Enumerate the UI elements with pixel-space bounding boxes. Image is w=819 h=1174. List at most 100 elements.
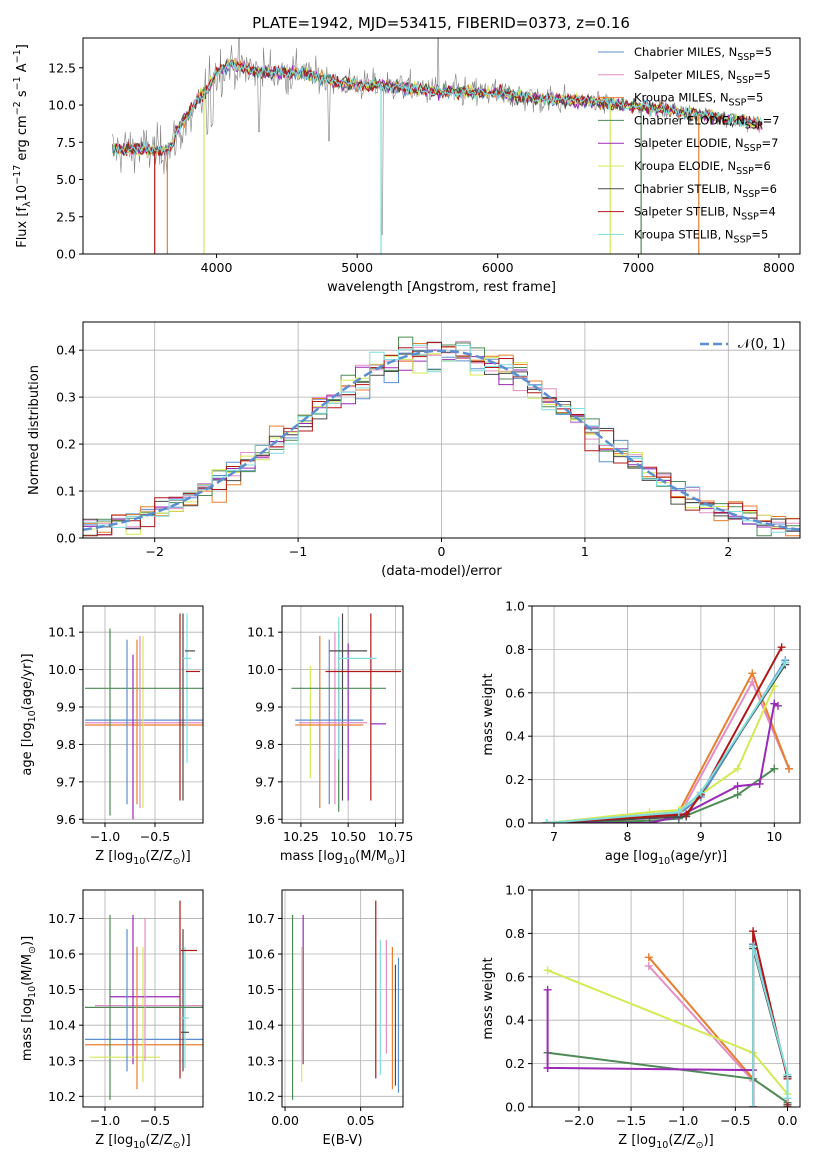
weight-marker-salpeter_stelib: [749, 927, 758, 936]
x-tick-label: 5000: [341, 260, 373, 275]
weight-marker-salpeter_elodie: [645, 819, 654, 823]
weight-marker-kroupa_miles: [748, 669, 757, 678]
label-part: (M/M: [20, 954, 35, 986]
label-part: A: [15, 63, 30, 76]
y-tick-label: 0.8: [505, 642, 525, 657]
plot-area: [83, 336, 800, 537]
weight-line-kroupa_elodie: [547, 969, 789, 1107]
y-tick-label: 0.4: [505, 1013, 525, 1028]
normal-distribution-curve: [83, 349, 800, 532]
label-part: SSP: [736, 75, 754, 86]
weight-marker-kroupa_stelib: [749, 942, 758, 951]
legend-label-chabrier_stelib: Chabrier STELIB, NSSP=6: [634, 182, 777, 200]
label-part: Flux [f: [15, 207, 30, 248]
x-tick-label: 4000: [201, 260, 233, 275]
y-tick-label: 10.3: [247, 1053, 275, 1068]
label-part: Chabrier STELIB, N: [634, 182, 742, 196]
y-tick-label: 10.1: [247, 625, 275, 640]
label-part: (Z/Z: [145, 1133, 172, 1148]
x-axis-label: wavelength [Angstrom, rest frame]: [327, 280, 556, 295]
axes-frame: [281, 605, 404, 824]
weight-marker-kroupa_stelib: [783, 1094, 792, 1103]
y-tick-label: 10.4: [247, 1018, 275, 1033]
label-part: 10: [27, 986, 38, 998]
x-tick-label: 7: [550, 829, 558, 844]
axes-frame: [281, 889, 404, 1108]
y-tick-label: 9.8: [56, 737, 76, 752]
mass-vs-ebv-panel: 0.00 0.05 10.2 10.3 10.4 10.5 10.6 10.7 E(B-V): [247, 889, 404, 1148]
label-part: −1: [12, 49, 23, 63]
residual-histogram-panel: −2 −1 0 1 2 0.0 0.1 0.2 0.3 0.4 (data-model)/error…: [27, 321, 801, 579]
plot-area: [85, 900, 203, 1100]
weight-line-salpeter_stelib: [546, 646, 783, 823]
label-part: 10: [658, 856, 670, 867]
plot-area: [112, 38, 763, 254]
label-part: ⊙: [173, 1140, 181, 1151]
y-tick-label: 0.4: [505, 729, 525, 744]
y-tick-label: 0.0: [56, 247, 76, 262]
spectrum-panel: 4000 5000 6000 7000 8000 0.0 2.5 5.0 7.5 10.0 12.5…: [12, 37, 801, 295]
y-tick-label: 9.7: [56, 774, 76, 789]
label-part: =7: [761, 136, 778, 150]
y-tick-label: 0.2: [505, 1056, 525, 1071]
mass-weight-vs-metallicity-panel: −2.0 −1.5 −1.0 −0.5 0.0 0.0 0.2 0.4 0.6 0.8 1.0 Z […: [481, 883, 801, 1151]
label-part: (age/yr)]: [670, 849, 727, 864]
model-spectrum-salpeter_stelib: [112, 59, 763, 156]
weight-line-kroupa_miles: [546, 670, 790, 823]
weight-line-salpeter_miles: [546, 679, 790, 823]
label-part: 10: [343, 856, 355, 867]
weight-marker-kroupa_miles: [644, 953, 653, 962]
x-axis-label: age [log10(age/yr)]: [605, 849, 727, 867]
x-tick-label: −0.5: [140, 829, 170, 844]
label-part: 10: [15, 185, 30, 202]
y-tick-label: 0.1: [56, 484, 76, 499]
y-tick-label: 10.5: [247, 982, 275, 997]
y-tick-label: 10.0: [48, 98, 76, 113]
legend-label-chabrier_elodie: Chabrier ELODIE, NSSP=7: [634, 113, 780, 131]
weight-marker-kroupa_stelib: [696, 788, 705, 797]
y-tick-label: 0.3: [56, 390, 76, 405]
label-part: Salpeter ELODIE, N: [634, 136, 744, 150]
plot-area: [85, 613, 203, 820]
label-part: =4: [759, 205, 776, 219]
label-part: =5: [746, 91, 763, 105]
label-part: SSP: [729, 98, 747, 109]
label-part: SSP: [745, 120, 763, 131]
weight-marker-chabrier_elodie: [770, 764, 779, 773]
label-part: Kroupa ELODIE, N: [634, 159, 736, 173]
y-tick-label: 9.6: [56, 812, 76, 827]
label-part: 10: [133, 856, 145, 867]
y-tick-label: 2.5: [56, 209, 76, 224]
label-part: Z [log: [618, 1133, 656, 1148]
y-tick-label: 9.6: [255, 812, 275, 827]
x-tick-label: 0.0: [778, 1113, 798, 1128]
label-part: age [log: [605, 849, 658, 864]
label-part: λ: [22, 201, 33, 207]
y-tick-label: 9.8: [255, 737, 275, 752]
x-tick-label: −0.5: [720, 1113, 750, 1128]
x-tick-label: 1: [581, 544, 589, 559]
label-part: Salpeter STELIB, N: [634, 205, 741, 219]
axes-frame: [82, 605, 204, 824]
histogram-kroupa_stelib: [83, 344, 800, 533]
label-part: Chabrier MILES, N: [634, 45, 737, 59]
weight-marker-salpeter_elodie: [733, 782, 742, 791]
legend-label-kroupa_stelib: Kroupa STELIB, NSSP=5: [634, 227, 768, 245]
y-tick-label: 10.1: [48, 625, 76, 640]
weight-marker-kroupa_stelib: [674, 808, 683, 817]
weight-marker-kroupa_elodie: [543, 966, 552, 975]
weight-marker-salpeter_miles: [644, 961, 653, 970]
y-tick-label: 10.0: [48, 662, 76, 677]
histogram-salpeter_stelib: [83, 342, 800, 537]
legend-label-kroupa_elodie: Kroupa ELODIE, NSSP=6: [634, 159, 771, 177]
y-tick-label: 10.6: [48, 947, 76, 962]
label-part: 10: [133, 1140, 145, 1151]
y-tick-label: 10.7: [247, 911, 275, 926]
label-part: SSP: [744, 143, 762, 154]
label-part: 10: [27, 710, 38, 722]
weight-marker-salpeter_stelib: [783, 1103, 792, 1107]
y-tick-label: 10.0: [247, 662, 275, 677]
y-tick-label: 10.5: [48, 982, 76, 997]
x-tick-label: −1.0: [90, 829, 120, 844]
